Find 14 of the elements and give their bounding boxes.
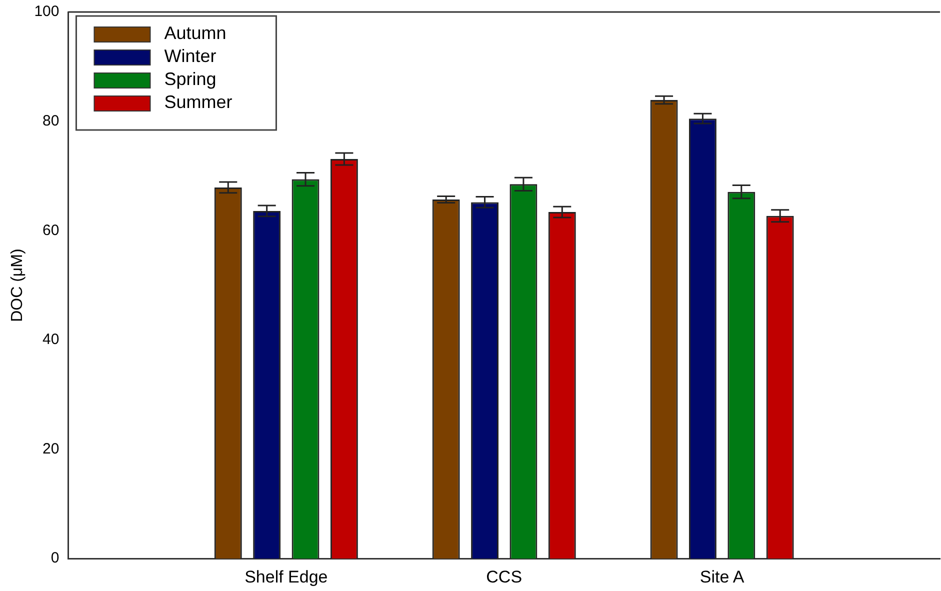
- x-tick-label: CCS: [486, 567, 522, 586]
- x-tick-label: Shelf Edge: [244, 567, 328, 586]
- y-tick-label: 20: [42, 440, 60, 458]
- legend-label: Spring: [164, 68, 216, 89]
- legend-label: Winter: [164, 46, 216, 66]
- y-tick-label: 60: [42, 222, 60, 239]
- y-tick-label: 40: [42, 331, 60, 348]
- legend-label: Autumn: [164, 22, 226, 43]
- y-tick-label: 100: [34, 3, 60, 20]
- y-tick-label: 80: [42, 112, 60, 130]
- y-axis-title: DOC (μM): [9, 248, 26, 322]
- x-tick-label: Site A: [700, 567, 745, 586]
- y-tick-label: 0: [50, 550, 60, 567]
- legend-label: Summer: [164, 92, 232, 112]
